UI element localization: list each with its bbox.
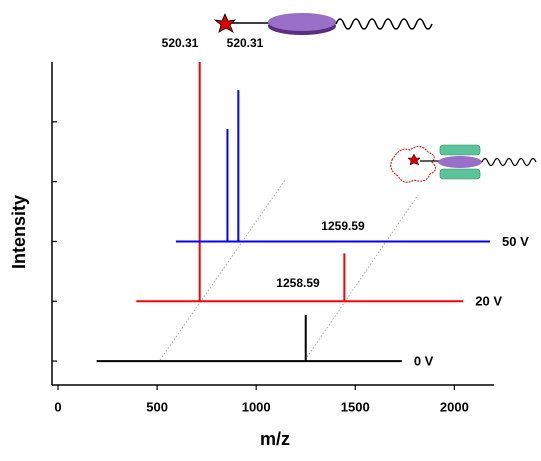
peak-annotation: 520.31 xyxy=(162,36,199,50)
peak-annotation: 520.31 xyxy=(227,36,264,50)
x-tick-label: 1500 xyxy=(341,399,370,414)
series-label: 20 V xyxy=(475,294,502,309)
x-axis-label: m/z xyxy=(260,429,290,449)
x-tick-label: 0 xyxy=(54,399,61,414)
spectrum-line xyxy=(136,62,464,303)
spectrum-line xyxy=(175,90,491,243)
molecule-icon xyxy=(213,12,433,35)
complex-icon xyxy=(390,144,537,183)
peak-annotation: 1258.59 xyxy=(276,276,320,290)
peak-annotation: 1259.59 xyxy=(321,219,365,233)
x-tick-label: 1000 xyxy=(242,399,271,414)
spectrum-line xyxy=(96,315,402,363)
x-tick-label: 2000 xyxy=(440,399,469,414)
guide-lines xyxy=(159,179,419,361)
series-label: 50 V xyxy=(502,234,529,249)
y-axis-label: Intensity xyxy=(9,195,29,269)
x-tick-label: 500 xyxy=(146,399,168,414)
series-label: 0 V xyxy=(414,354,434,369)
